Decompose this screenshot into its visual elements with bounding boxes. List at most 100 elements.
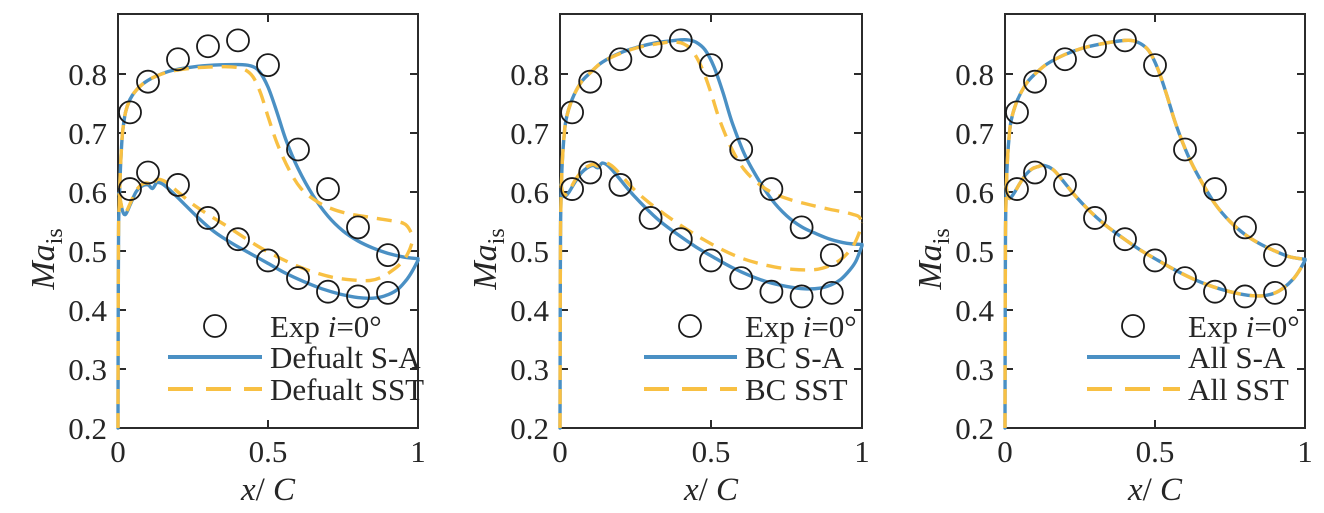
chart-panel-default: 0.2 0.3 0.4 0.5 0.6 0.7 0.8 0 0.5 1 x/ C Mais Exp i=… [0,0,441,513]
x-tick-label: 1 [410,434,426,469]
legend-sst-label: Defualt SST [270,372,424,407]
y-tick-label: 0.5 [955,234,994,269]
legend-sst-label: BC SST [745,372,848,407]
legend-exp-marker [203,314,227,338]
y-axis-label: Mais [467,228,510,290]
exp-marker-suction [1005,100,1029,125]
y-axis-label: Mais [912,228,955,290]
curve-sst-pressure [1004,163,1307,298]
exp-marker-suction [1113,28,1137,53]
y-tick-label: 0.5 [68,234,107,269]
x-tick-label: 0 [552,434,568,469]
exp-marker-pressure [789,284,814,309]
y-tick-label: 0.4 [68,293,107,328]
exp-marker-suction [1053,47,1077,72]
exp-marker-suction [1083,34,1107,59]
curve-sst-suction [116,64,416,429]
exp-marker-suction [819,243,844,268]
exp-marker-pressure [118,177,142,201]
y-tick-label: 0.5 [510,234,549,269]
exp-marker-suction [759,177,784,201]
curve-sst-pressure [117,177,416,283]
exp-marker-suction [789,215,814,240]
chart-default-svg: 0.2 0.3 0.4 0.5 0.6 0.7 0.8 0 0.5 1 x/ C Mais Exp i=… [25,13,426,508]
exp-marker-pressure [1263,280,1287,305]
exp-marker-pressure [1083,206,1107,230]
y-tick-label: 0.7 [955,116,994,151]
exp-marker-pressure [1143,248,1167,273]
y-tick-label: 0.8 [955,57,994,92]
exp-marker-pressure [699,248,723,273]
x-tick-label: 0.5 [249,434,288,469]
y-tick-label: 0.7 [68,116,107,151]
legend-exp-marker [678,314,702,338]
curve-sst-suction [558,40,864,429]
exp-marker-pressure [196,206,220,230]
exp-marker-pressure [136,160,160,185]
y-tick-label: 0.4 [955,293,994,328]
curve-sa-pressure [117,180,420,301]
legend-exp-label: Exp i=0° [1188,309,1300,344]
x-tick-label: 1 [1297,434,1313,469]
y-tick-label: 0.8 [510,57,549,92]
exp-marker-suction [1143,53,1167,78]
legend-sa-label: All S-A [1188,340,1286,375]
exp-marker-suction [166,47,190,72]
y-tick-label: 0.8 [68,57,107,92]
exp-marker-pressure [638,206,663,230]
exp-marker-suction [578,69,603,94]
chart-all-svg: 0.2 0.3 0.4 0.5 0.6 0.7 0.8 0 0.5 1 x/ C Mais Exp i=… [912,13,1313,508]
exp-marker-pressure [226,227,250,252]
legend-sst-label: All SST [1188,372,1289,407]
exp-marker-pressure [316,279,340,304]
x-tick-label: 1 [854,434,870,469]
y-tick-label: 0.3 [955,352,994,387]
exp-marker-pressure [608,173,633,197]
x-axis-label: x/ C [683,472,739,508]
exp-marker-suction [226,28,250,53]
exp-marker-pressure [759,279,784,304]
x-tick-label: 0.5 [1136,434,1175,469]
y-axis-label: Mais [25,228,68,290]
exp-marker-pressure [1005,177,1029,201]
chart-panel-bc: 0.2 0.3 0.4 0.5 0.6 0.7 0.8 0 0.5 1 x/ C Mais Exp i=… [441,0,882,513]
exp-marker-suction [668,28,693,53]
curve-sst-suction [1003,38,1306,429]
curve-sa-pressure [1004,163,1307,298]
y-tick-label: 0.3 [510,352,549,387]
exp-marker-suction [286,137,310,162]
exp-marker-pressure [256,248,280,273]
legend-exp-label: Exp i=0° [745,309,857,344]
legend-sa-label: Defualt S-A [270,340,421,375]
exp-marker-pressure [668,227,693,252]
exp-marker-suction [136,69,160,94]
y-tick-label: 0.6 [955,175,994,210]
exp-marker-suction [1023,69,1047,94]
exp-marker-pressure [346,284,370,309]
exp-marker-suction [376,243,400,268]
exp-marker-suction [729,137,754,162]
x-tick-label: 0 [110,434,126,469]
exp-marker-suction [346,215,370,240]
x-tick-label: 0 [997,434,1013,469]
exp-marker-suction [1263,243,1287,268]
exp-marker-suction [316,177,340,201]
exp-marker-pressure [1203,279,1227,304]
exp-marker-suction [1173,137,1197,162]
legend-sa-label: BC S-A [745,340,845,375]
exp-marker-pressure [560,177,584,201]
x-tick-label: 0.5 [692,434,731,469]
exp-marker-suction [1233,215,1257,240]
exp-marker-pressure [819,280,844,305]
y-tick-label: 0.6 [68,175,107,210]
exp-marker-suction [1203,177,1227,201]
exp-marker-suction [256,53,280,78]
legend-exp-label: Exp i=0° [270,309,382,344]
exp-marker-suction [196,34,220,59]
exp-marker-pressure [1023,160,1047,185]
exp-marker-suction [118,100,142,125]
y-tick-label: 0.2 [510,411,549,446]
y-tick-label: 0.6 [510,175,549,210]
exp-marker-pressure [286,266,310,291]
